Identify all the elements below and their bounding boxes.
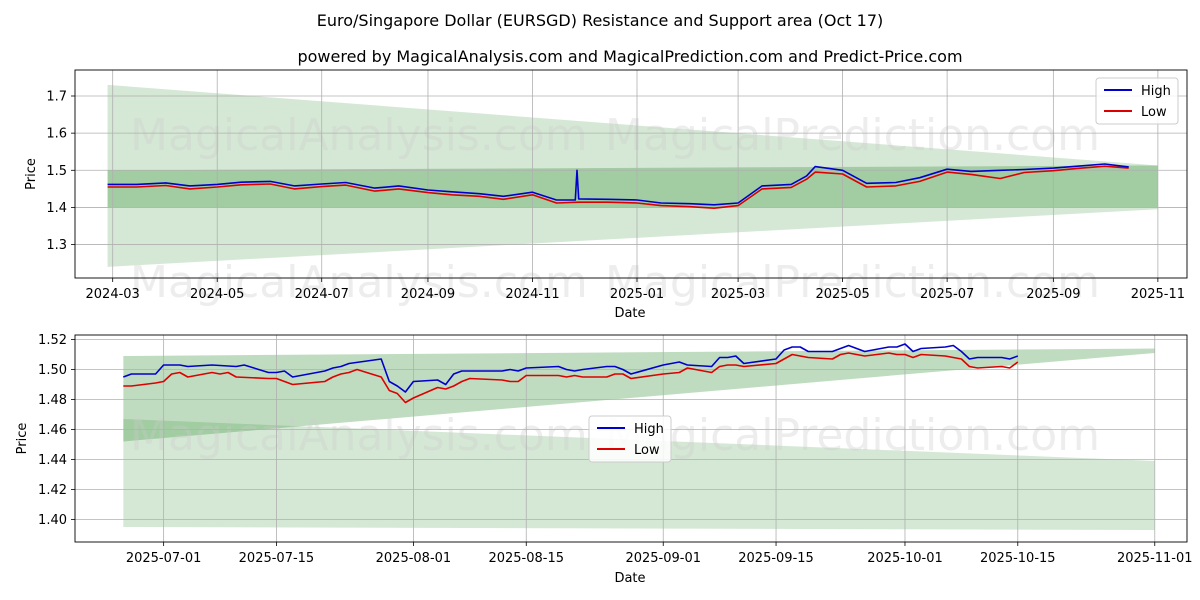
watermark-text: MagicalAnalysis.com — [130, 110, 588, 161]
x-tick-label: 2025-11 — [1131, 287, 1185, 302]
y-tick-label: 1.3 — [46, 238, 67, 253]
low-series-line — [123, 352, 1019, 404]
x-tick-label: 2025-05 — [815, 287, 869, 302]
legend: High Low — [588, 415, 672, 463]
x-tick-label: 2025-10-15 — [980, 551, 1056, 566]
x-axis-label: Date — [614, 306, 645, 321]
plot-frame — [74, 69, 1188, 279]
support-band — [123, 419, 1155, 530]
series-lines — [123, 343, 1019, 404]
x-tick-label: 2025-08-01 — [376, 551, 452, 566]
y-tick-label: 1.52 — [38, 333, 67, 348]
x-tick-label: 2025-09-15 — [738, 551, 814, 566]
y-tick-label: 1.44 — [38, 453, 67, 468]
resistance-band — [123, 348, 1155, 442]
x-tick-label: 2024-07 — [295, 287, 349, 302]
y-tick-label: 1.40 — [38, 513, 67, 528]
x-axis-label: Date — [614, 571, 645, 586]
x-tick-label: 2025-09 — [1026, 287, 1080, 302]
watermark-text: MagicalAnalysis.com — [130, 410, 588, 461]
y-axis-label: Price — [15, 423, 30, 455]
y-tick-label: 1.42 — [38, 483, 67, 498]
high-series-line — [107, 163, 1129, 206]
x-tick-label: 2025-09-01 — [625, 551, 701, 566]
x-tick-label: 2025-08-15 — [488, 551, 564, 566]
x-tick-label: 2025-01 — [610, 287, 664, 302]
chart-subtitle: powered by MagicalAnalysis.com and Magic… — [297, 47, 962, 66]
legend-label-low: Low — [1141, 105, 1167, 120]
low-series-line — [107, 165, 1129, 209]
y-tick-label: 1.5 — [46, 164, 67, 179]
watermark-text: MagicalPrediction.com — [605, 410, 1100, 461]
gridlines — [75, 70, 1187, 278]
watermark-text: MagicalPrediction.com — [605, 257, 1100, 308]
support-band — [107, 84, 1158, 267]
y-tick-label: 1.46 — [38, 423, 67, 438]
x-tick-label: 2025-07 — [920, 287, 974, 302]
x-tick-label: 2024-09 — [401, 287, 455, 302]
chart-title: Euro/Singapore Dollar (EURSGD) Resistanc… — [317, 11, 884, 30]
top-panel: MagicalAnalysis.com MagicalPrediction.com… — [24, 69, 1188, 321]
y-tick-label: 1.50 — [38, 363, 67, 378]
resistance-support-bands — [123, 348, 1155, 530]
high-series-line — [123, 343, 1019, 393]
x-tick-label: 2025-03 — [711, 287, 765, 302]
x-tick-label: 2024-05 — [190, 287, 244, 302]
x-tick-label: 2025-07-15 — [239, 551, 315, 566]
y-tick-label: 1.48 — [38, 393, 67, 408]
x-tick-label: 2025-11-01 — [1117, 551, 1193, 566]
series-lines — [107, 163, 1129, 209]
y-axis-label: Price — [24, 158, 39, 190]
y-tick-label: 1.6 — [46, 127, 67, 142]
y-tick-label: 1.7 — [46, 90, 67, 105]
watermark-text: MagicalAnalysis.com — [130, 257, 588, 308]
x-tick-label: 2024-11 — [505, 287, 559, 302]
plot-frame — [74, 334, 1188, 543]
bottom-panel: MagicalAnalysis.com MagicalPrediction.com… — [15, 333, 1193, 586]
resistance-support-bands — [107, 84, 1158, 267]
legend-label-high: High — [1141, 84, 1171, 99]
legend: High Low — [1095, 77, 1179, 125]
x-tick-label: 2024-03 — [86, 287, 140, 302]
x-tick-label: 2025-10-01 — [867, 551, 943, 566]
legend-label-low: Low — [634, 443, 660, 458]
watermark-text: MagicalPrediction.com — [605, 110, 1100, 161]
x-tick-label: 2025-07-01 — [126, 551, 202, 566]
legend-label-high: High — [634, 422, 664, 437]
y-tick-label: 1.4 — [46, 201, 67, 216]
resistance-band — [107, 165, 1158, 208]
